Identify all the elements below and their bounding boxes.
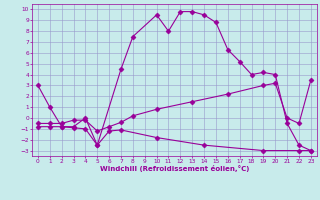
- X-axis label: Windchill (Refroidissement éolien,°C): Windchill (Refroidissement éolien,°C): [100, 165, 249, 172]
